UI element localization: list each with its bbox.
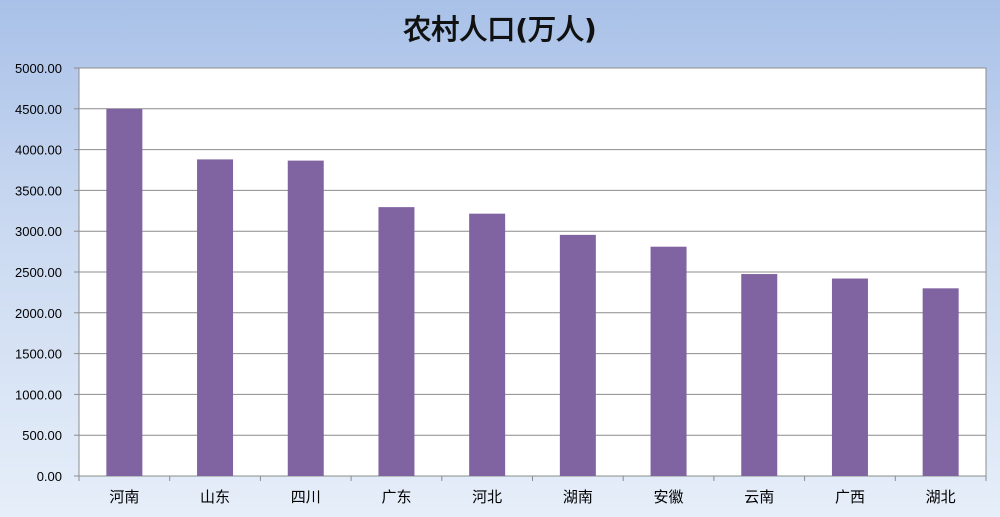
y-tick-label: 2000.00	[15, 306, 62, 321]
bar	[831, 278, 868, 476]
bar	[197, 159, 234, 476]
x-tick-label: 山东	[200, 488, 230, 506]
bar	[378, 207, 415, 477]
bar	[287, 160, 324, 476]
y-tick-label: 1500.00	[15, 347, 62, 362]
x-tick-label: 四川	[291, 488, 321, 506]
x-tick-label: 安徽	[654, 488, 684, 506]
bar	[741, 274, 778, 476]
y-tick-label: 4500.00	[15, 102, 62, 117]
bar	[469, 213, 506, 476]
x-tick-label: 广西	[835, 488, 865, 506]
y-tick-label: 5000.00	[15, 61, 62, 76]
x-axis-ticks: 河南 山东 四川 广东 河北 湖南 安徽 云南 广西 湖北	[78, 476, 987, 506]
bar	[106, 108, 143, 477]
bar	[650, 246, 687, 476]
y-axis-ticks: 0.00 500.00 1000.00 1500.00 2000.00 2500.00 30…	[15, 61, 79, 484]
y-tick-label: 1000.00	[15, 387, 62, 402]
y-tick-label: 3000.00	[15, 224, 62, 239]
y-tick-label: 3500.00	[15, 183, 62, 198]
x-tick-label: 云南	[744, 488, 774, 506]
y-tick-label: 4000.00	[15, 143, 62, 158]
x-tick-label: 河南	[109, 488, 139, 506]
bars	[106, 108, 959, 477]
x-tick-label: 湖北	[926, 488, 956, 506]
x-tick-label: 湖南	[563, 488, 593, 506]
y-tick-label: 0.00	[37, 469, 62, 484]
y-tick-label: 2500.00	[15, 265, 62, 280]
x-tick-label: 广东	[381, 488, 411, 506]
y-tick-label: 500.00	[22, 428, 62, 443]
x-tick-label: 河北	[472, 488, 502, 506]
chart-title: 农村人口(万人)	[403, 13, 597, 46]
bar	[559, 234, 596, 476]
bar	[922, 288, 959, 476]
